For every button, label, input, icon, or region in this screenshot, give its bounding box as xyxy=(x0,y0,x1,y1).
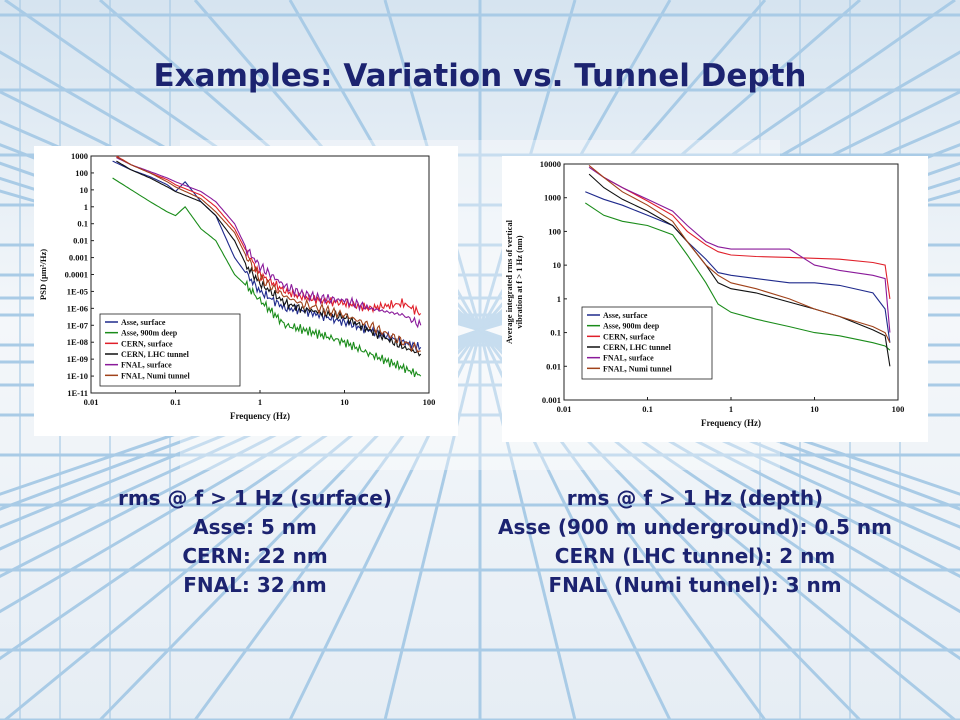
caption-line: CERN (LHC tunnel): 2 nm xyxy=(554,544,836,568)
y-tick-label: 1000 xyxy=(544,193,561,203)
depth-rms-caption: rms @ f > 1 Hz (depth) Asse (900 m under… xyxy=(450,484,940,600)
caption-line: Asse: 5 nm xyxy=(193,515,317,539)
y-tick-label: 1E-07 xyxy=(67,320,89,330)
x-axis-label: Frequency (Hz) xyxy=(230,411,290,421)
y-tick-label: 0.01 xyxy=(73,236,88,246)
series-line xyxy=(588,166,891,333)
y-tick-label: 0.01 xyxy=(546,361,561,371)
legend-entry: CERN, LHC tunnel xyxy=(603,343,672,352)
y-tick-label: 1 xyxy=(557,294,561,304)
y-tick-label: 1E-10 xyxy=(67,371,88,381)
x-tick-label: 0.1 xyxy=(642,404,653,414)
grid-line xyxy=(478,329,577,720)
x-tick-label: 10 xyxy=(340,397,349,407)
psd-chart: 1000 100 10 1 0.1 0.01 0.001 0.0001 1E-05 1E-06 1E… xyxy=(38,151,436,421)
slide-title: Examples: Variation vs. Tunnel Depth xyxy=(153,58,807,94)
y-tick-label: 10 xyxy=(80,185,89,195)
y-tick-label: 1E-06 xyxy=(67,303,88,313)
series-line xyxy=(112,177,422,378)
y-tick-label: 0.0001 xyxy=(65,270,88,280)
legend-entry: FNAL, Numi tunnel xyxy=(603,364,672,373)
series-group xyxy=(584,165,891,367)
caption-line: CERN: 22 nm xyxy=(182,544,328,568)
x-tick-label: 0.01 xyxy=(84,397,99,407)
series-line xyxy=(588,165,891,343)
series-line xyxy=(588,165,891,299)
series-line xyxy=(584,202,891,351)
integrated-rms-chart-panel: 10000 1000 100 10 1 0.1 0.01 0.001 0.01 0.1 1 10 100… xyxy=(502,156,928,442)
y-tick-label: 0.1 xyxy=(77,219,88,229)
legend-entry: CERN, LHC tunnel xyxy=(121,350,190,359)
x-tick-label: 1 xyxy=(258,397,262,407)
x-tick-label: 0.01 xyxy=(557,404,572,414)
x-tick-label: 1 xyxy=(729,404,733,414)
caption-line: Asse (900 m underground): 0.5 nm xyxy=(498,515,892,539)
y-axis-label: vibration at f > 1 Hz (nm) xyxy=(514,235,524,328)
y-axis-label: Average integrated rms of vertical xyxy=(504,219,514,344)
legend-entry: CERN, surface xyxy=(121,339,173,348)
y-tick-label: 1 xyxy=(84,202,88,212)
legend-entry: Asse, 900m deep xyxy=(121,329,178,338)
y-tick-label: 100 xyxy=(75,168,88,178)
y-tick-label: 0.1 xyxy=(550,328,561,338)
series-group xyxy=(112,156,422,378)
y-tick-label: 1E-08 xyxy=(67,337,88,347)
grid-line xyxy=(383,329,482,720)
y-tick-label: 1E-09 xyxy=(67,354,88,364)
y-axis-label: PSD (µm²/Hz) xyxy=(38,249,48,300)
y-tick-label: 10000 xyxy=(540,159,561,169)
surface-rms-caption: rms @ f > 1 Hz (surface) Asse: 5 nm CERN… xyxy=(80,484,430,600)
legend-box xyxy=(581,306,713,380)
x-axis-label: Frequency (Hz) xyxy=(701,418,761,428)
y-tick-label: 1E-05 xyxy=(67,286,88,296)
series-line xyxy=(116,156,421,353)
y-tick-label: 10 xyxy=(553,260,562,270)
legend-entry: CERN, surface xyxy=(603,332,655,341)
series-line xyxy=(116,157,422,329)
caption-heading: rms @ f > 1 Hz (surface) xyxy=(117,486,393,510)
y-tick-label: 100 xyxy=(548,226,561,236)
psd-chart-panel: 1000 100 10 1 0.1 0.01 0.001 0.0001 1E-05 1E-06 1E… xyxy=(34,146,458,436)
y-tick-label: 0.001 xyxy=(542,395,561,405)
series-line xyxy=(588,173,891,367)
series-line xyxy=(112,160,422,352)
legend-entry: Asse, surface xyxy=(121,318,166,327)
series-line xyxy=(116,160,422,357)
legend-box xyxy=(99,313,241,387)
series-line xyxy=(116,156,422,316)
y-tick-label: 1E-11 xyxy=(67,388,88,398)
y-tick-label: 1000 xyxy=(71,151,88,161)
legend-entry: FNAL, Numi tunnel xyxy=(121,371,190,380)
legend-entry: FNAL, surface xyxy=(603,354,654,363)
x-tick-label: 0.1 xyxy=(170,397,181,407)
legend-entry: Asse, surface xyxy=(603,311,648,320)
caption-line: FNAL (Numi tunnel): 3 nm xyxy=(548,573,842,597)
legend-entry: Asse, 900m deep xyxy=(603,322,660,331)
legend-entry: FNAL, surface xyxy=(121,361,172,370)
caption-heading: rms @ f > 1 Hz (depth) xyxy=(566,486,824,510)
x-tick-label: 10 xyxy=(810,404,819,414)
x-tick-label: 100 xyxy=(423,397,436,407)
y-tick-label: 0.001 xyxy=(69,253,88,263)
x-tick-label: 100 xyxy=(892,404,905,414)
caption-line: FNAL: 32 nm xyxy=(183,573,327,597)
series-line xyxy=(585,191,891,343)
